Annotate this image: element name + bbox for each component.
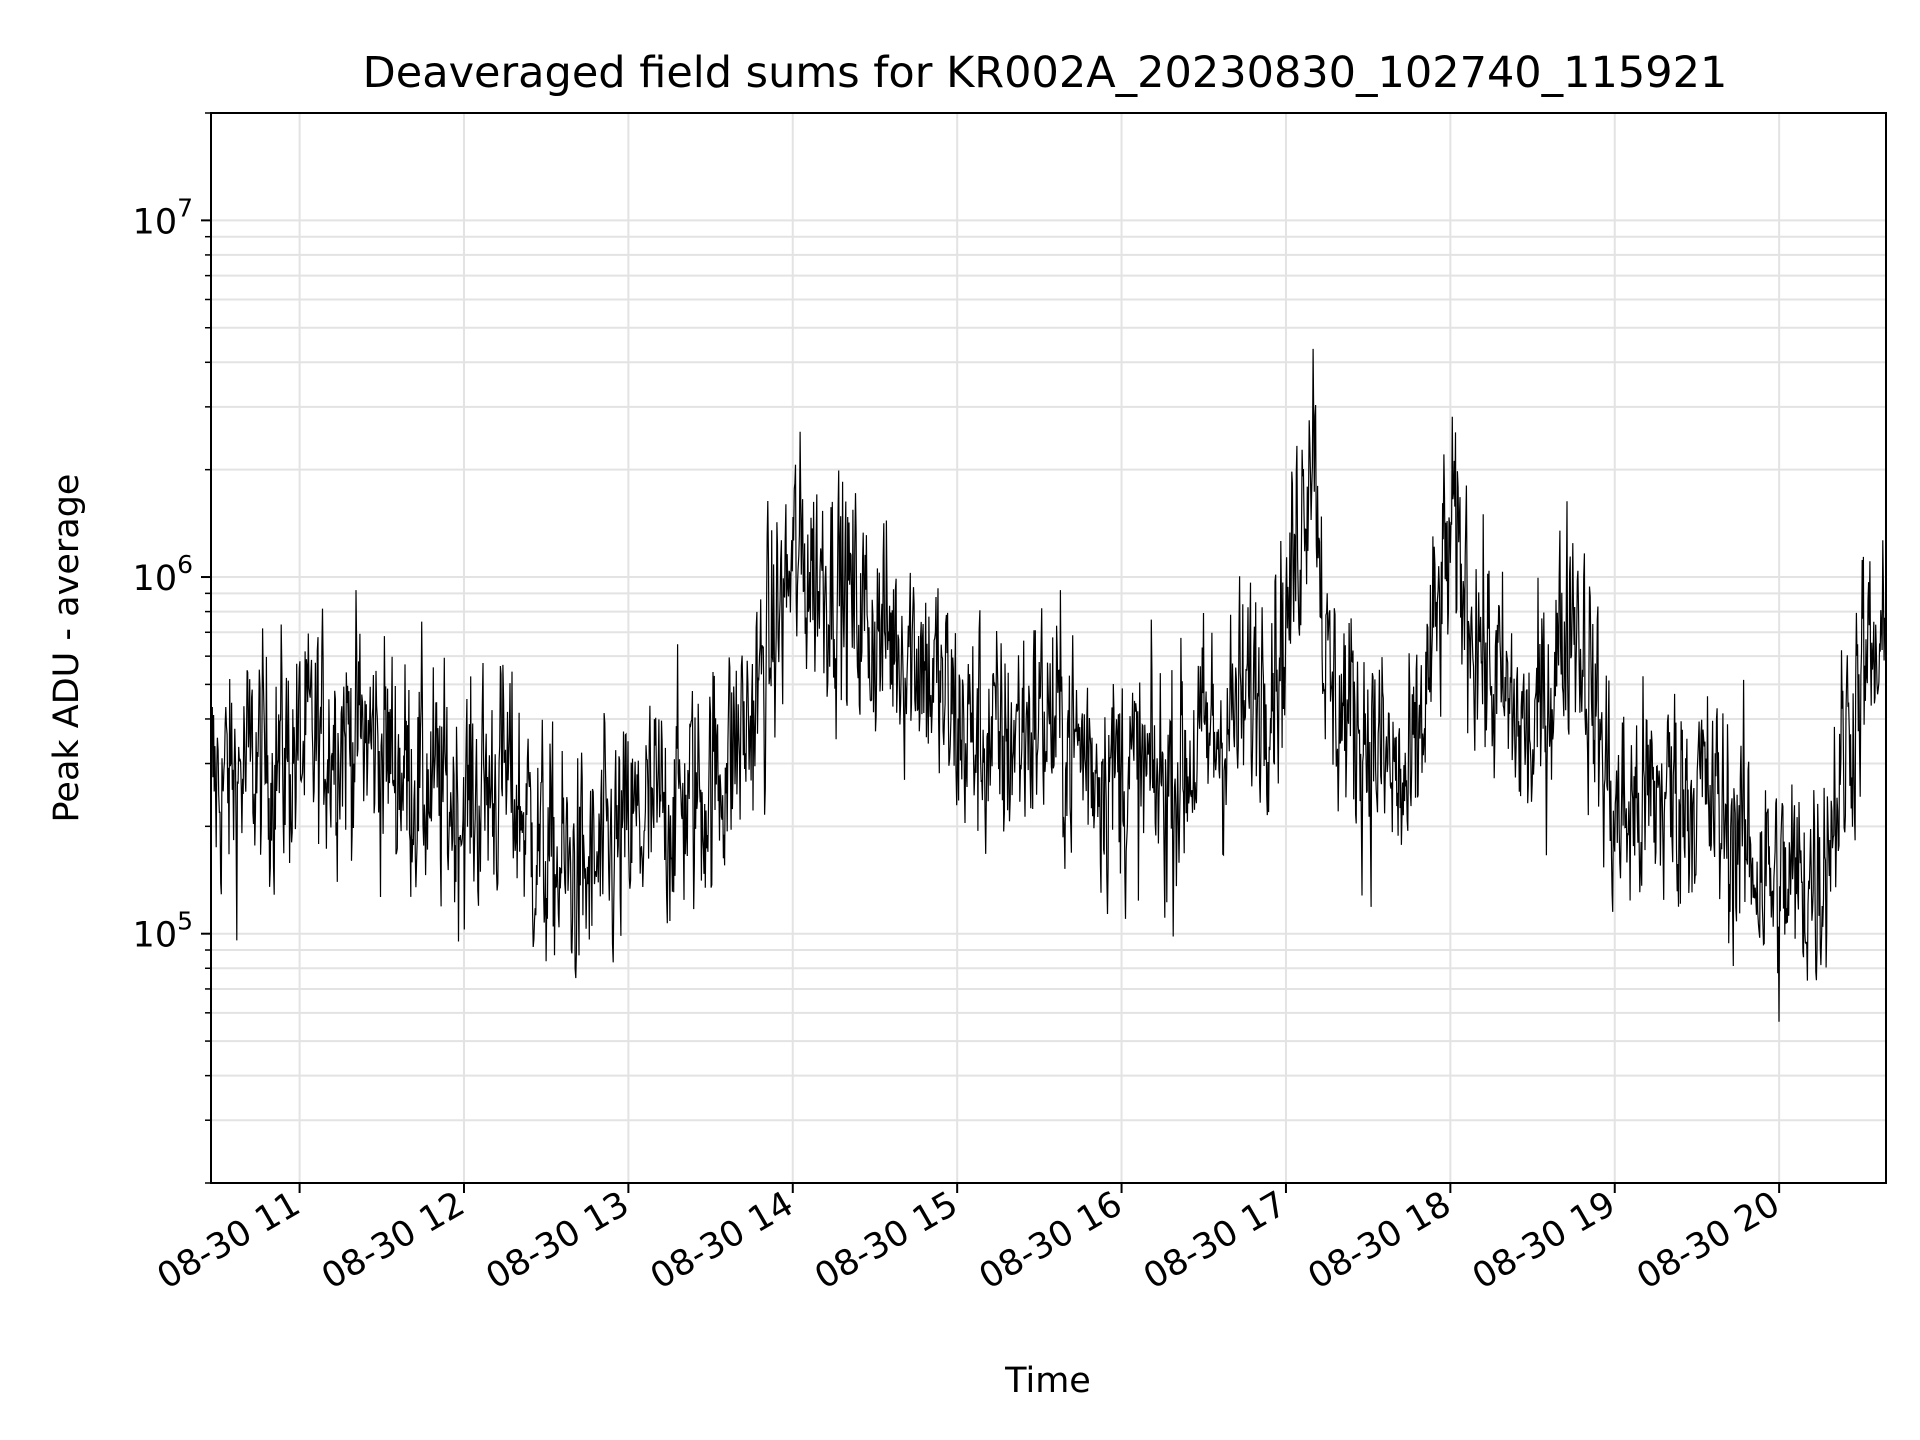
y-tick-label: 105 [133,907,193,956]
plot-area-frame [210,112,1887,1184]
series-line [210,348,1887,1022]
y-axis-ticks: 105 106 107 [133,112,211,1184]
chart-title: Deaveraged field sums for KR002A_2023083… [363,48,1728,98]
y-tick-label: 106 [133,550,193,599]
y-tick-label: 107 [133,193,193,242]
x-axis-label: Time [1004,1361,1091,1401]
y-axis-label: Peak ADU - average [47,474,87,823]
series-layer [210,348,1887,1022]
